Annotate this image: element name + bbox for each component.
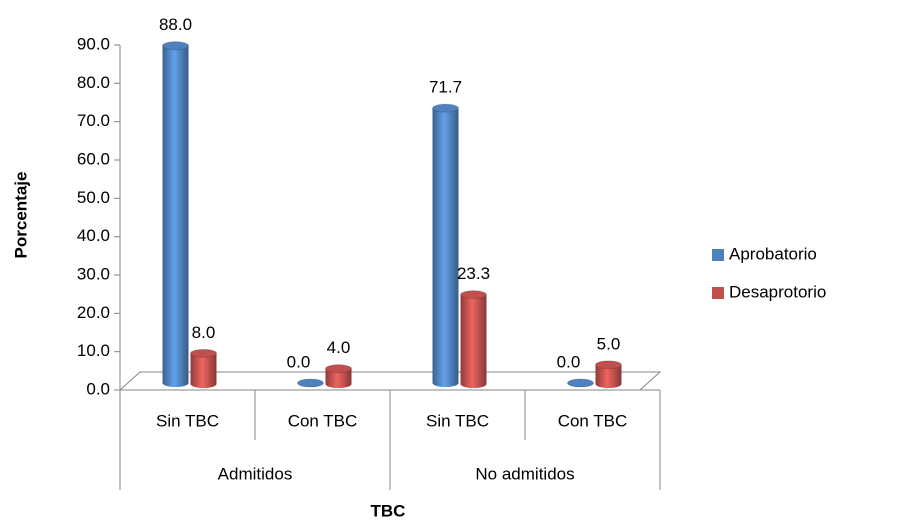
value-label: 71.7 — [429, 78, 462, 97]
bar-top — [297, 378, 324, 388]
bar — [460, 290, 487, 388]
legend-swatch — [712, 287, 724, 299]
y-tick-label: 90.0 — [77, 34, 110, 53]
bar-top — [432, 103, 459, 113]
legend-swatch — [712, 249, 724, 261]
bar-top — [325, 364, 352, 374]
y-tick-label: 80.0 — [77, 73, 110, 92]
y-tick-label: 70.0 — [77, 111, 110, 130]
legend-label: Aprobatorio — [729, 244, 817, 263]
bar-body — [595, 364, 622, 388]
bar-body — [432, 108, 459, 388]
bar-top — [190, 348, 217, 358]
bar — [190, 348, 217, 388]
group-label: No admitidos — [475, 464, 574, 483]
x-axis-label: TBC — [371, 501, 406, 520]
x-tick-label: Sin TBC — [156, 411, 219, 430]
value-label: 8.0 — [192, 323, 216, 342]
x-tick-label: Sin TBC — [426, 411, 489, 430]
y-tick-label: 40.0 — [77, 226, 110, 245]
group-label: Admitidos — [218, 464, 293, 483]
value-label: 0.0 — [287, 352, 311, 371]
bar — [162, 41, 189, 388]
bar — [297, 378, 324, 388]
bar — [595, 360, 622, 388]
y-tick-label: 10.0 — [77, 341, 110, 360]
value-label: 23.3 — [457, 264, 490, 283]
y-tick-label: 60.0 — [77, 149, 110, 168]
value-label: 88.0 — [159, 15, 192, 34]
bar-top — [567, 378, 594, 388]
y-tick-label: 30.0 — [77, 264, 110, 283]
bar-top — [460, 290, 487, 300]
y-tick-label: 20.0 — [77, 303, 110, 322]
bar — [567, 378, 594, 388]
bar-body — [162, 45, 189, 388]
x-tick-label: Con TBC — [288, 411, 358, 430]
bar-top — [162, 41, 189, 51]
x-tick-label: Con TBC — [558, 411, 628, 430]
bar-body — [190, 353, 217, 388]
y-tick-label: 50.0 — [77, 188, 110, 207]
bar — [325, 364, 352, 388]
bar-body — [460, 294, 487, 388]
value-label: 0.0 — [557, 352, 581, 371]
legend-label: Desaprotorio — [729, 282, 826, 301]
bar-top — [595, 360, 622, 370]
bar — [432, 103, 459, 388]
bar-body — [325, 368, 352, 388]
value-label: 4.0 — [327, 338, 351, 357]
value-label: 5.0 — [597, 334, 621, 353]
y-tick-label: 0.0 — [86, 379, 110, 398]
y-axis-label: Porcentaje — [11, 172, 30, 259]
